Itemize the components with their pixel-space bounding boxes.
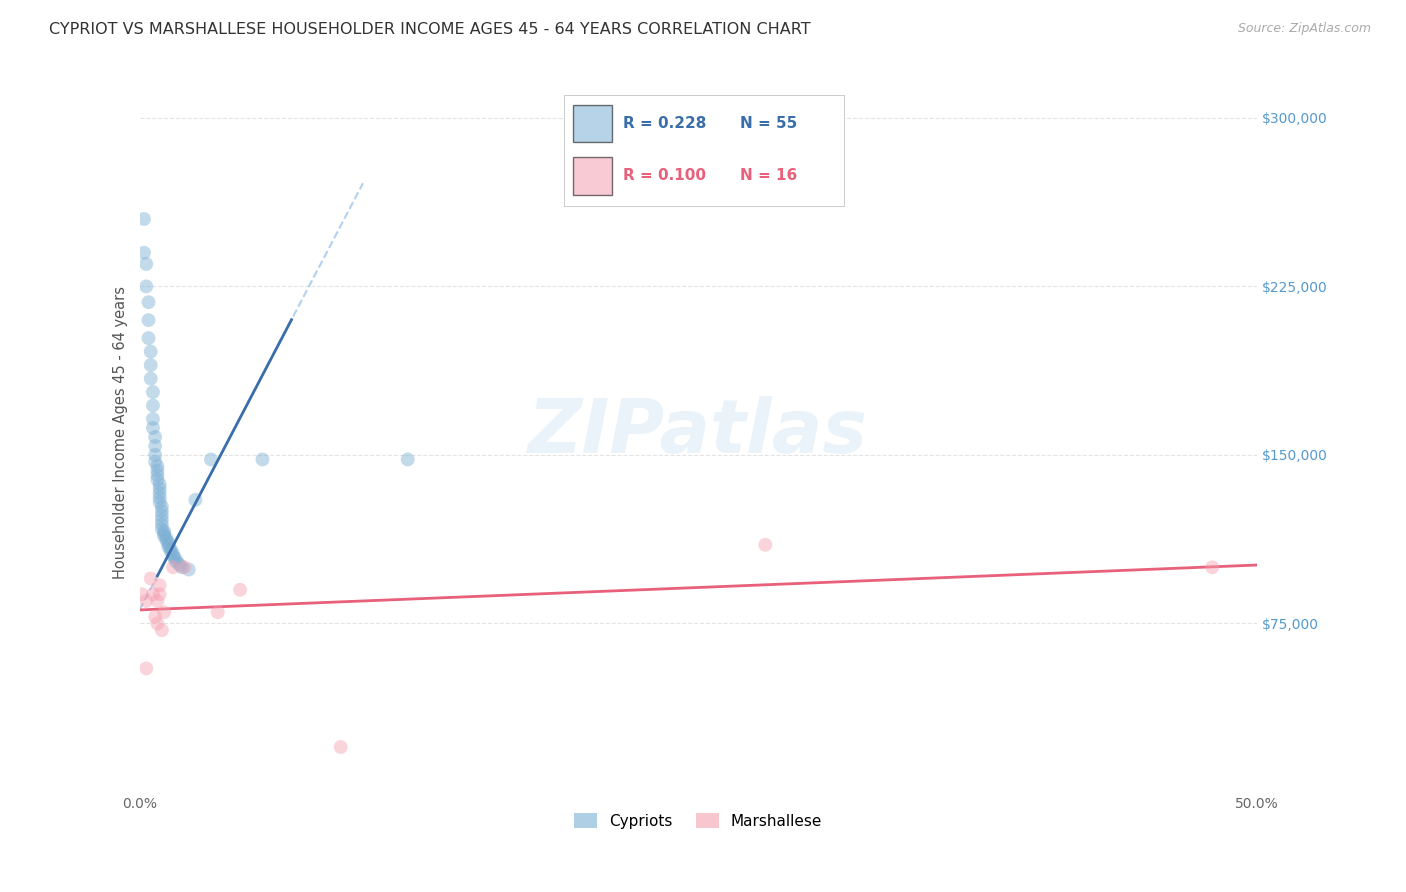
Point [143,439,166,453]
Point [132,212,155,227]
Point [146,464,169,478]
Point [162,547,184,561]
Point [142,587,165,601]
Point [143,448,166,462]
Point [143,609,166,624]
Point [149,491,172,505]
Point [162,549,184,563]
Point [135,257,157,271]
Point [184,492,207,507]
Point [131,587,153,601]
Point [142,421,165,435]
Point [135,279,157,293]
Point [139,358,162,372]
Point [207,605,229,619]
Point [149,495,172,509]
Point [329,739,352,754]
Point [149,477,172,491]
Point [162,560,184,574]
Point [149,486,172,500]
Point [135,661,157,675]
Point [200,452,222,467]
Point [229,582,252,597]
Point [157,535,180,549]
Text: CYPRIOT VS MARSHALLESE HOUSEHOLDER INCOME AGES 45 - 64 YEARS CORRELATION CHART: CYPRIOT VS MARSHALLESE HOUSEHOLDER INCOM… [49,22,811,37]
Point [159,542,181,557]
Point [150,500,173,514]
Point [153,526,176,541]
Text: ZIPatlas: ZIPatlas [529,396,869,469]
Point [139,344,162,359]
Point [166,556,188,570]
Point [142,412,165,426]
Point [153,529,176,543]
Point [146,459,169,474]
Point [165,553,187,567]
Point [170,560,193,574]
Point [138,295,160,310]
Y-axis label: Householder Income Ages 45 - 64 years: Householder Income Ages 45 - 64 years [114,286,128,579]
Point [153,605,176,619]
Point [149,482,172,496]
Point [157,540,180,554]
Point [139,572,162,586]
Point [139,371,162,385]
Point [143,430,166,444]
Point [143,455,166,469]
Point [754,538,776,552]
Point [146,473,169,487]
Point [150,504,173,518]
Point [150,522,173,536]
Point [173,560,195,574]
Point [149,578,172,592]
Point [142,399,165,413]
Point [150,513,173,527]
Point [1201,560,1223,574]
Point [142,384,165,399]
Point [132,245,155,260]
Legend: Cypriots, Marshallese: Cypriots, Marshallese [568,806,828,835]
Point [138,313,160,327]
Text: Source: ZipAtlas.com: Source: ZipAtlas.com [1237,22,1371,36]
Point [146,594,169,608]
Point [177,562,200,576]
Point [146,616,169,631]
Point [169,558,191,572]
Point [155,531,177,545]
Point [149,587,172,601]
Point [396,452,419,467]
Point [150,517,173,532]
Point [159,544,181,558]
Point [138,331,160,345]
Point [150,508,173,523]
Point [135,594,157,608]
Point [153,524,176,539]
Point [157,538,180,552]
Point [252,452,274,467]
Point [165,551,187,566]
Point [150,623,173,637]
Point [155,533,177,548]
Point [146,468,169,483]
